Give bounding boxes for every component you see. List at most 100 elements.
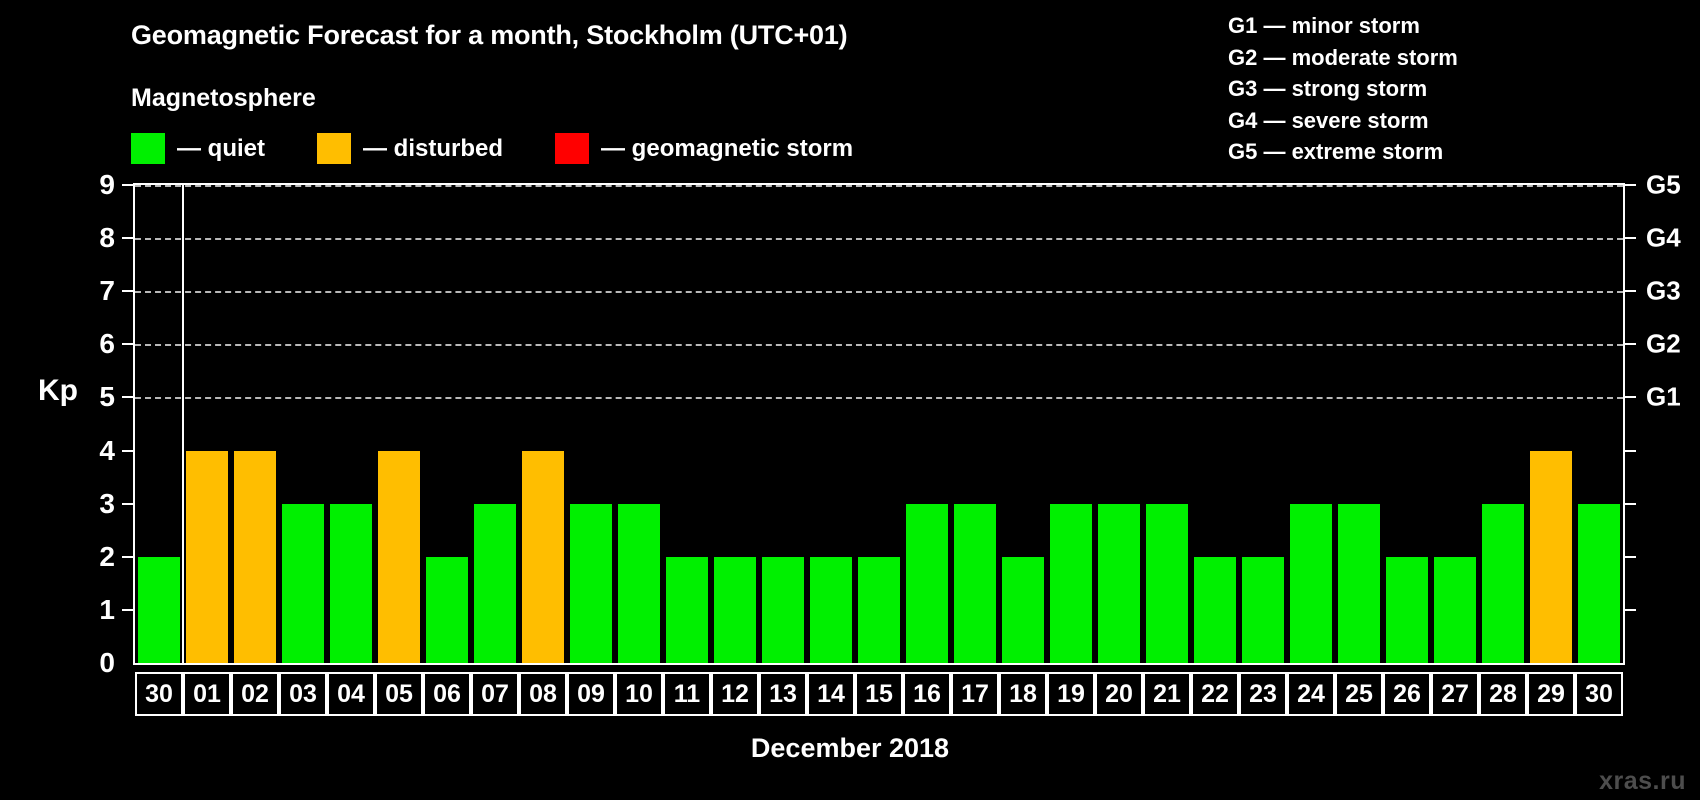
x-axis-day-01[interactable]: 01 — [183, 672, 231, 716]
x-axis-day-14[interactable]: 14 — [807, 672, 855, 716]
bar-day-14[interactable] — [810, 556, 852, 663]
bar-day-17[interactable] — [954, 503, 996, 663]
x-axis-day-15[interactable]: 15 — [855, 672, 903, 716]
y-tick-label-4: 4 — [99, 434, 115, 466]
g-tick-label-g4: G4 — [1646, 222, 1681, 253]
legend-item-quiet: — quiet — [131, 133, 265, 164]
bar-day-13[interactable] — [762, 556, 804, 663]
gscale-line-g2: G2 — moderate storm — [1228, 44, 1458, 70]
y-tick-label-1: 1 — [99, 593, 115, 625]
bar-day-30[interactable] — [1578, 503, 1620, 663]
y-tick-mark-4 — [122, 449, 133, 452]
x-axis-day-09[interactable]: 09 — [567, 672, 615, 716]
x-axis-day-labels: 30 01 02 03 04 05 06 07 08 09 10 11 12 13 14 15 16 17 18 19… — [133, 672, 1625, 716]
gscale-line-g4: G4 — severe storm — [1228, 107, 1429, 133]
bar-day-12[interactable] — [714, 556, 756, 663]
y-tick-label-6: 6 — [99, 328, 115, 360]
x-axis-day-28[interactable]: 28 — [1479, 672, 1527, 716]
bar-day-11[interactable] — [666, 556, 708, 663]
bar-day-25[interactable] — [1338, 503, 1380, 663]
bar-day-28[interactable] — [1482, 503, 1524, 663]
page-title: Geomagnetic Forecast for a month, Stockh… — [131, 20, 848, 50]
bar-day-23[interactable] — [1242, 556, 1284, 663]
y-tick-label-0: 0 — [99, 647, 115, 678]
x-axis-day-12[interactable]: 12 — [711, 672, 759, 716]
bar-day-18[interactable] — [1002, 556, 1044, 663]
x-axis-day-10[interactable]: 10 — [615, 672, 663, 716]
y-tick-label-9: 9 — [99, 169, 115, 200]
x-axis-day-13[interactable]: 13 — [759, 672, 807, 716]
g-tick-mark-g2 — [1625, 343, 1636, 346]
bar-day-21[interactable] — [1146, 503, 1188, 663]
x-axis-day-27[interactable]: 27 — [1431, 672, 1479, 716]
bar-day-02[interactable] — [234, 450, 276, 663]
y-tick-label-8: 8 — [99, 222, 115, 254]
bar-day-07[interactable] — [474, 503, 516, 663]
x-axis-day-08[interactable]: 08 — [519, 672, 567, 716]
bar-day-19[interactable] — [1050, 503, 1092, 663]
x-axis-day-22[interactable]: 22 — [1191, 672, 1239, 716]
bar-day-06[interactable] — [426, 556, 468, 663]
legend-item-geomagnetic-storm: — geomagnetic storm — [555, 133, 853, 164]
g-tick-label-g1: G1 — [1646, 381, 1681, 412]
magnetosphere-legend: — quiet — disturbed — geomagnetic storm — [131, 133, 853, 164]
bar-day-26[interactable] — [1386, 556, 1428, 663]
x-axis-day-03[interactable]: 03 — [279, 672, 327, 716]
month-start-divider — [182, 185, 184, 663]
x-axis-day-04[interactable]: 04 — [327, 672, 375, 716]
bar-day-05[interactable] — [378, 450, 420, 663]
g-tick-minor-kp-3 — [1625, 502, 1636, 505]
x-axis-day-11[interactable]: 11 — [663, 672, 711, 716]
x-axis-day-23[interactable]: 23 — [1239, 672, 1287, 716]
x-axis-day-06[interactable]: 06 — [423, 672, 471, 716]
x-axis-day-05[interactable]: 05 — [375, 672, 423, 716]
gscale-legend: G1 — minor storm G2 — moderate storm G3 … — [1228, 10, 1458, 168]
bar-day-01[interactable] — [186, 450, 228, 663]
bar-day-24[interactable] — [1290, 503, 1332, 663]
gridline-kp-6 — [135, 344, 1623, 347]
g-tick-mark-g3 — [1625, 290, 1636, 293]
bar-day-15[interactable] — [858, 556, 900, 663]
bar-day-08[interactable] — [522, 450, 564, 663]
bar-day-04[interactable] — [330, 503, 372, 663]
bar-day-09[interactable] — [570, 503, 612, 663]
g-tick-minor-kp-1 — [1625, 608, 1636, 611]
gscale-line-g5: G5 — extreme storm — [1228, 139, 1444, 164]
y-tick-mark-7 — [122, 290, 133, 293]
x-axis-day-30-prev[interactable]: 30 — [135, 672, 183, 716]
plot-area — [133, 183, 1625, 665]
x-axis-day-25[interactable]: 25 — [1335, 672, 1383, 716]
g-tick-label-g2: G2 — [1646, 328, 1681, 359]
y-tick-mark-3 — [122, 502, 133, 505]
bar-day-03[interactable] — [282, 503, 324, 663]
x-axis-day-16[interactable]: 16 — [903, 672, 951, 716]
x-axis-day-24[interactable]: 24 — [1287, 672, 1335, 716]
legend-label-quiet: — quiet — [177, 134, 265, 162]
x-axis-day-20[interactable]: 20 — [1095, 672, 1143, 716]
x-axis-day-29[interactable]: 29 — [1527, 672, 1575, 716]
g-tick-label-g5: G5 — [1646, 169, 1681, 200]
bar-day-27[interactable] — [1434, 556, 1476, 663]
x-axis-day-30[interactable]: 30 — [1575, 672, 1623, 716]
bar-day-16[interactable] — [906, 503, 948, 663]
x-axis-day-18[interactable]: 18 — [999, 672, 1047, 716]
x-axis-day-17[interactable]: 17 — [951, 672, 999, 716]
x-axis-day-21[interactable]: 21 — [1143, 672, 1191, 716]
bar-day-30[interactable] — [138, 556, 180, 663]
bars-layer — [135, 185, 1623, 663]
x-axis-day-02[interactable]: 02 — [231, 672, 279, 716]
x-axis-day-19[interactable]: 19 — [1047, 672, 1095, 716]
x-axis-day-26[interactable]: 26 — [1383, 672, 1431, 716]
g-tick-mark-g5 — [1625, 184, 1636, 186]
bar-day-22[interactable] — [1194, 556, 1236, 663]
bar-day-10[interactable] — [618, 503, 660, 663]
gridline-kp-9 — [135, 185, 1623, 187]
bar-day-29[interactable] — [1530, 450, 1572, 663]
magnetosphere-heading: Magnetosphere — [131, 84, 316, 112]
g-tick-minor-kp-2 — [1625, 555, 1636, 558]
y-tick-label-7: 7 — [99, 275, 115, 307]
legend-label-disturbed: — disturbed — [363, 134, 504, 162]
bar-day-20[interactable] — [1098, 503, 1140, 663]
x-axis-day-07[interactable]: 07 — [471, 672, 519, 716]
y-tick-mark-8 — [122, 237, 133, 240]
